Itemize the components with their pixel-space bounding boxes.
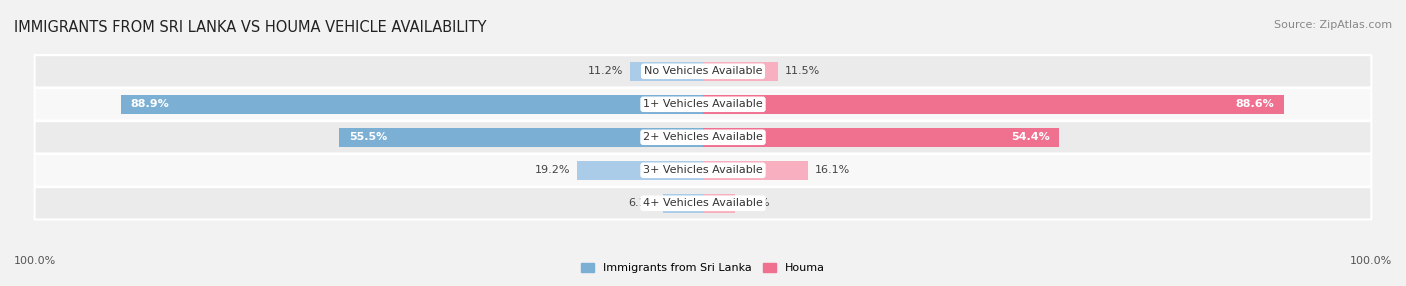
- FancyBboxPatch shape: [35, 88, 1371, 120]
- Text: 16.1%: 16.1%: [815, 165, 851, 175]
- Text: Source: ZipAtlas.com: Source: ZipAtlas.com: [1274, 20, 1392, 30]
- Text: 2+ Vehicles Available: 2+ Vehicles Available: [643, 132, 763, 142]
- Bar: [630, 62, 703, 81]
- Bar: [121, 95, 703, 114]
- Text: 11.5%: 11.5%: [785, 66, 820, 76]
- Bar: [703, 161, 808, 180]
- Bar: [703, 95, 1284, 114]
- Text: 88.6%: 88.6%: [1234, 99, 1274, 109]
- Bar: [703, 128, 1060, 147]
- FancyBboxPatch shape: [35, 187, 1371, 219]
- Text: 100.0%: 100.0%: [1350, 256, 1392, 266]
- Text: 11.2%: 11.2%: [588, 66, 623, 76]
- Text: 100.0%: 100.0%: [14, 256, 56, 266]
- Text: 19.2%: 19.2%: [536, 165, 571, 175]
- Text: 4.9%: 4.9%: [741, 198, 770, 208]
- Text: 1+ Vehicles Available: 1+ Vehicles Available: [643, 99, 763, 109]
- Legend: Immigrants from Sri Lanka, Houma: Immigrants from Sri Lanka, Houma: [576, 258, 830, 278]
- Text: IMMIGRANTS FROM SRI LANKA VS HOUMA VEHICLE AVAILABILITY: IMMIGRANTS FROM SRI LANKA VS HOUMA VEHIC…: [14, 20, 486, 35]
- Text: 55.5%: 55.5%: [349, 132, 388, 142]
- Text: No Vehicles Available: No Vehicles Available: [644, 66, 762, 76]
- Bar: [339, 128, 703, 147]
- Text: 6.1%: 6.1%: [628, 198, 657, 208]
- FancyBboxPatch shape: [35, 121, 1371, 154]
- Bar: [664, 194, 703, 213]
- Text: 3+ Vehicles Available: 3+ Vehicles Available: [643, 165, 763, 175]
- FancyBboxPatch shape: [35, 55, 1371, 88]
- Bar: [703, 62, 779, 81]
- Bar: [578, 161, 703, 180]
- FancyBboxPatch shape: [35, 154, 1371, 186]
- Text: 88.9%: 88.9%: [131, 99, 169, 109]
- Text: 54.4%: 54.4%: [1011, 132, 1050, 142]
- Text: 4+ Vehicles Available: 4+ Vehicles Available: [643, 198, 763, 208]
- Bar: [703, 194, 735, 213]
